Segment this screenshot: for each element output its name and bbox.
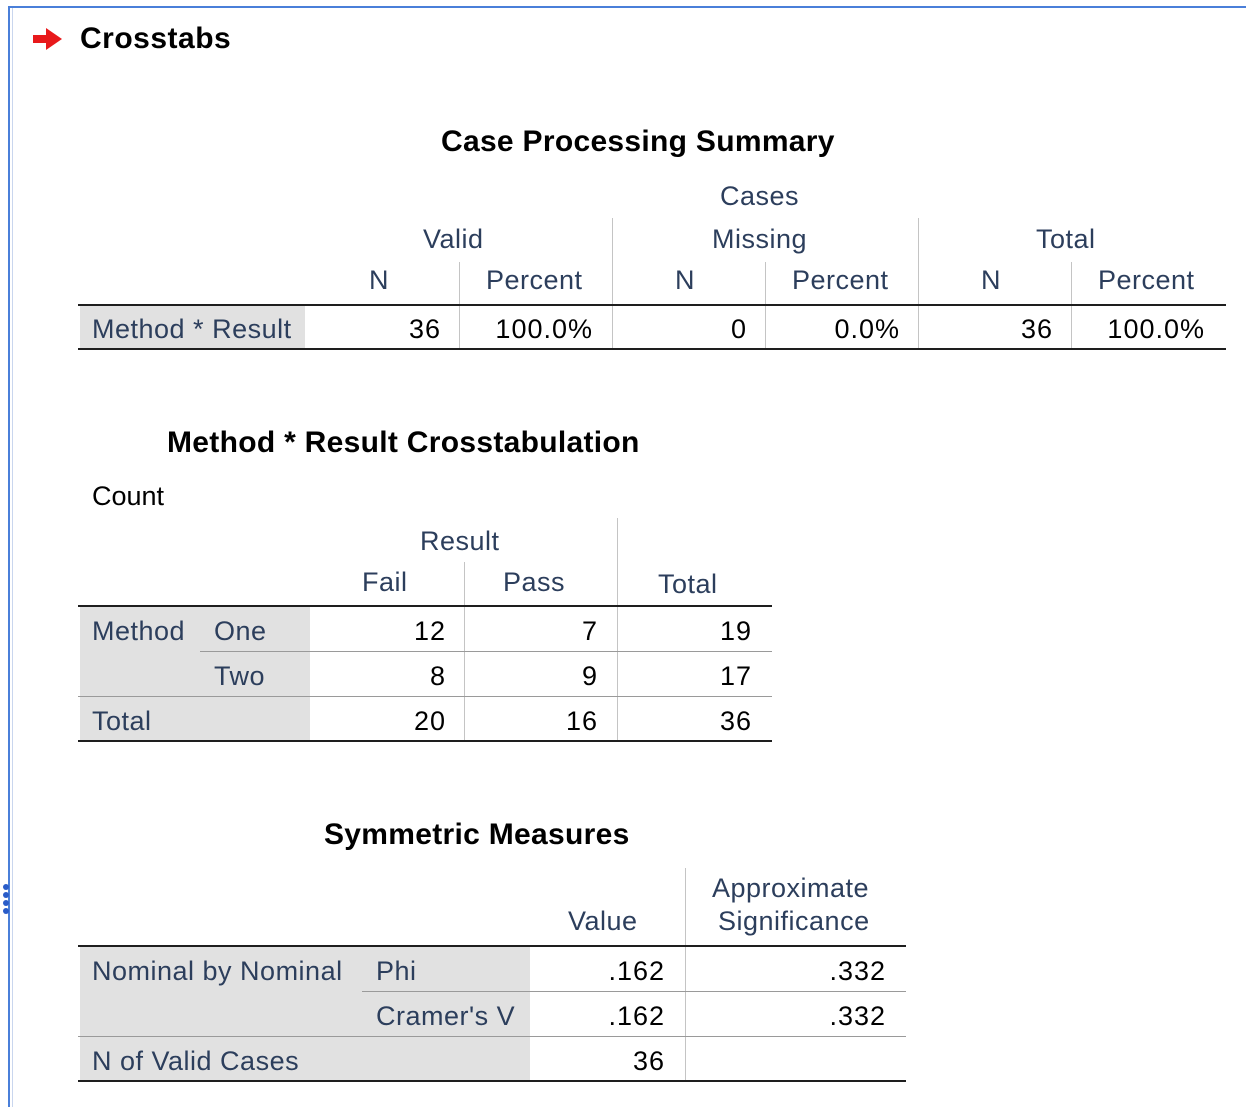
column-divider xyxy=(1071,262,1072,350)
col-header-fail: Fail xyxy=(362,567,408,597)
statistic-label: Count xyxy=(92,481,165,511)
header-rule xyxy=(78,945,906,947)
col-header-total: Total xyxy=(658,569,718,599)
cell-value: 36 xyxy=(1020,314,1053,344)
col-group-cases: Cases xyxy=(720,181,800,211)
bottom-rule xyxy=(78,348,1226,350)
row-label: Method * Result xyxy=(92,314,292,344)
header-rule xyxy=(78,304,1226,306)
column-divider xyxy=(685,868,686,1081)
col-header: Percent xyxy=(486,265,583,295)
cell-value: 12 xyxy=(413,616,446,646)
cell-value: 36 xyxy=(719,706,752,736)
cell-value: .162 xyxy=(608,1001,665,1031)
column-divider xyxy=(459,262,460,350)
col-group-missing: Missing xyxy=(712,224,808,254)
cell-value: 36 xyxy=(632,1046,665,1076)
table-title: Symmetric Measures xyxy=(324,818,630,851)
cell-value: 36 xyxy=(408,314,441,344)
cell-value: 100.0% xyxy=(495,314,593,344)
col-header: Percent xyxy=(1098,265,1195,295)
cell-value: 0.0% xyxy=(834,314,900,344)
bottom-rule xyxy=(78,740,772,742)
cell-value: 7 xyxy=(581,616,598,646)
cell-value: 16 xyxy=(565,706,598,736)
row-rule xyxy=(362,991,906,992)
row-rule xyxy=(200,651,772,652)
col-group-result: Result xyxy=(420,526,500,556)
output-frame-left xyxy=(8,6,10,1107)
cell-value: 100.0% xyxy=(1107,314,1205,344)
bottom-rule xyxy=(78,1080,906,1082)
column-divider xyxy=(617,518,618,741)
col-header-sig-line2: Significance xyxy=(718,906,870,936)
col-header-sig-line1: Approximate xyxy=(712,873,870,903)
col-header-pass: Pass xyxy=(503,567,566,597)
row-label-bg xyxy=(80,607,310,740)
cell-value: .162 xyxy=(608,956,665,986)
red-arrow-icon xyxy=(33,28,62,50)
row-label-phi: Phi xyxy=(376,956,417,986)
cell-value: 20 xyxy=(413,706,446,736)
row-group-method: Method xyxy=(92,616,186,646)
cell-value: .332 xyxy=(829,1001,886,1031)
cell-value: 0 xyxy=(730,314,747,344)
row-label-one: One xyxy=(214,616,267,646)
row-label-cramers-v: Cramer's V xyxy=(376,1001,516,1031)
col-header-value: Value xyxy=(568,906,638,936)
output-frame-top xyxy=(8,6,1246,8)
table-title: Case Processing Summary xyxy=(441,125,835,158)
header-rule xyxy=(78,605,772,607)
row-label-bg xyxy=(80,306,305,349)
section-title[interactable]: Crosstabs xyxy=(80,22,232,55)
cell-value: 17 xyxy=(719,661,752,691)
cell-value: .332 xyxy=(829,956,886,986)
column-divider xyxy=(918,218,919,350)
row-label-valid-cases: N of Valid Cases xyxy=(92,1046,300,1076)
row-group-nominal: Nominal by Nominal xyxy=(92,956,343,986)
row-label-total: Total xyxy=(92,706,152,736)
cell-value: 8 xyxy=(429,661,446,691)
column-divider xyxy=(765,262,766,350)
column-divider xyxy=(612,218,613,350)
row-label-two: Two xyxy=(214,661,266,691)
col-header: N xyxy=(981,265,1001,295)
table-title: Method * Result Crosstabulation xyxy=(167,426,640,459)
resize-handle[interactable] xyxy=(3,884,10,914)
row-rule xyxy=(78,696,772,697)
col-group-total: Total xyxy=(1036,224,1096,254)
output-frame-inner xyxy=(12,8,13,1107)
col-header: N xyxy=(675,265,695,295)
col-group-valid: Valid xyxy=(423,224,484,254)
row-label-bg xyxy=(80,947,530,1080)
col-header: Percent xyxy=(792,265,889,295)
col-header: N xyxy=(369,265,389,295)
cell-value: 19 xyxy=(719,616,752,646)
cell-value: 9 xyxy=(581,661,598,691)
row-rule xyxy=(78,1036,906,1037)
